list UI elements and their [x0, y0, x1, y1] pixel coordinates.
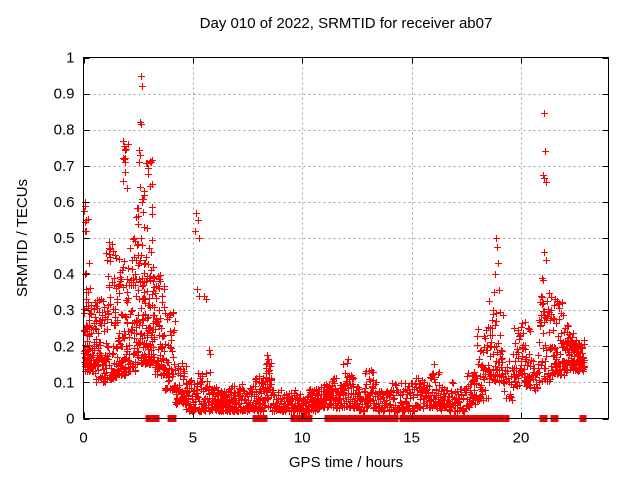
y-tick-label: 1 — [66, 50, 74, 67]
y-tick-label: 0.5 — [54, 230, 75, 247]
x-tick-label: 20 — [513, 430, 530, 447]
plot-frame — [83, 57, 609, 420]
y-tick-label: 0.3 — [54, 302, 75, 319]
y-tick-label: 0 — [66, 411, 74, 428]
x-axis-label: GPS time / hours — [289, 454, 403, 471]
x-tick-label: 5 — [189, 430, 197, 447]
chart-title: Day 010 of 2022, SRMTID for receiver ab0… — [200, 15, 493, 32]
y-tick-label: 0.2 — [54, 338, 75, 355]
y-tick-label: 0.9 — [54, 86, 75, 103]
x-tick-label: 15 — [403, 430, 420, 447]
x-tick-label: 10 — [294, 430, 311, 447]
y-tick-label: 0.7 — [54, 158, 75, 175]
y-tick-label: 0.6 — [54, 194, 75, 211]
data-points — [81, 73, 588, 415]
x-tick-labels: 0 5 10 15 20 — [79, 430, 529, 447]
y-tick-labels: 0 0.1 0.2 0.3 0.4 0.5 0.6 0.7 0.8 0.9 1 — [54, 50, 75, 428]
x-tick-label: 0 — [79, 430, 87, 447]
y-tick-label: 0.4 — [54, 266, 75, 283]
y-tick-label: 0.8 — [54, 122, 75, 139]
y-axis-label: SRMTID / TECUs — [14, 179, 31, 297]
y-tick-label: 0.1 — [54, 374, 75, 391]
